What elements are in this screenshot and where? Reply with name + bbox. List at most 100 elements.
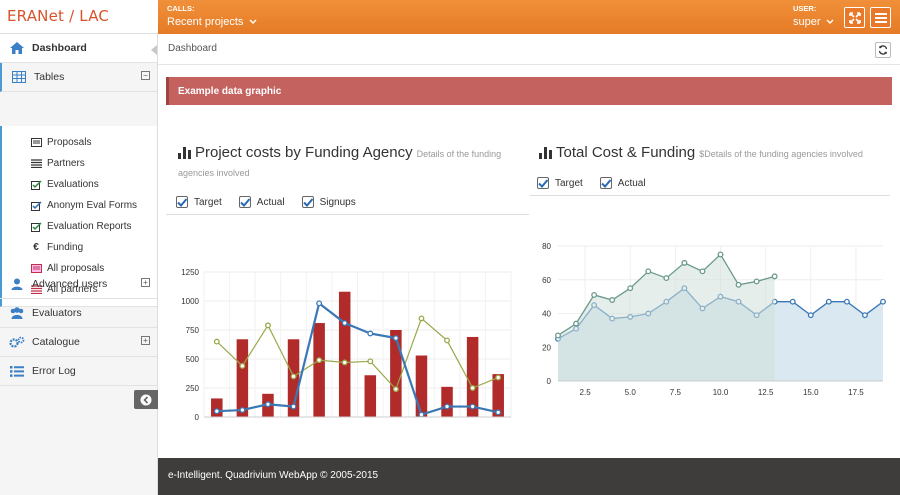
legend-toggle-signups[interactable]: Signups — [301, 196, 356, 208]
y-tick-label: 1250 — [181, 268, 199, 277]
bar-chart-icon — [539, 146, 552, 159]
legend-label: Target — [194, 196, 222, 208]
data-point — [735, 281, 742, 288]
data-point — [861, 312, 868, 319]
sidebar-subitem-partners[interactable]: Partners — [30, 153, 85, 174]
y-tick-label: 60 — [542, 276, 551, 285]
hamburger-icon — [874, 12, 887, 23]
sidebar-collapse-button[interactable] — [134, 390, 158, 409]
signups-line — [216, 317, 499, 391]
data-point — [495, 374, 502, 381]
sidebar-subitem-funding[interactable]: € Funding — [30, 237, 83, 258]
breadcrumb[interactable]: Dashboard — [168, 43, 217, 54]
gears-icon — [9, 335, 25, 349]
home-icon — [9, 41, 25, 55]
chart-total-cost-funding: 0 20 40 60 80 2.5 5.0 7.5 10.0 12.5 15.0 17.5 — [542, 242, 886, 397]
calls-dropdown[interactable]: Recent projects — [167, 16, 257, 28]
data-point — [444, 403, 450, 410]
sidebar-subitem-proposals[interactable]: Proposals — [30, 132, 91, 153]
brand-suffix: LAC — [79, 7, 110, 25]
sidebar-item-error-log[interactable]: Error Log — [0, 357, 157, 386]
check-square-icon — [30, 221, 42, 232]
panel2-legend: Target Actual — [537, 177, 663, 189]
panel1-subtitle-cont: agencies involved — [178, 168, 250, 178]
data-point — [444, 337, 450, 344]
bar — [211, 398, 223, 417]
top-bar: ERANet / LAC CALLS: Recent projects USER… — [0, 0, 900, 34]
x-tick-label: 7.5 — [670, 388, 682, 397]
sidebar-item-dashboard[interactable]: Dashboard — [0, 34, 157, 63]
x-tick-label: 12.5 — [758, 388, 774, 397]
legend-toggle-target[interactable]: Target — [537, 177, 583, 189]
expand-icon[interactable]: + — [141, 278, 150, 287]
data-point — [418, 411, 425, 418]
list-red-icon — [30, 285, 42, 295]
bar — [364, 375, 377, 417]
y-tick-label: 250 — [186, 384, 200, 393]
chart1-plot: 025050075010001250Jan 2013Jul 2013Jan 20… — [181, 268, 512, 422]
sidebar-item-label: Dashboard — [32, 42, 87, 54]
legend-toggle-target[interactable]: Target — [176, 196, 222, 208]
sidebar-subitem-all-proposals[interactable]: All proposals — [30, 258, 104, 279]
chart-project-costs: 025050075010001250Jan 2013Jul 2013Jan 20… — [181, 268, 512, 422]
sidebar-item-advanced-users[interactable]: Advanced users + — [0, 270, 157, 299]
fullscreen-button[interactable] — [844, 7, 865, 28]
user-icon — [9, 277, 25, 291]
sidebar-subitem-all-partners[interactable]: All partners — [30, 279, 98, 300]
sidebar-item-label: Tables — [34, 71, 65, 83]
user-dropdown[interactable]: super — [793, 16, 834, 28]
sidebar-subitem-anonym-eval-forms[interactable]: Anonym Eval Forms — [30, 195, 137, 216]
actual-line — [216, 301, 499, 417]
check-square-icon — [30, 179, 42, 190]
sidebar-subitem-evaluation-reports[interactable]: Evaluation Reports — [30, 216, 132, 237]
data-point — [591, 291, 598, 298]
data-point — [341, 359, 348, 366]
target-area — [558, 254, 775, 381]
expand-icon[interactable]: + — [141, 336, 150, 345]
data-point — [392, 335, 399, 342]
checkbox-checked-icon — [176, 196, 188, 208]
sidebar-subitem-label: Partners — [47, 158, 85, 169]
panel1-title-text: Project costs by Funding Agency — [195, 144, 413, 161]
legend-label: Target — [555, 177, 583, 189]
bar — [441, 386, 453, 417]
list-box-icon — [30, 138, 42, 148]
bar — [415, 355, 428, 417]
data-point — [341, 320, 348, 326]
active-indicator-icon — [151, 45, 157, 55]
brand-logo[interactable]: ERANet / LAC — [0, 0, 158, 34]
list-icon — [30, 159, 42, 169]
collapse-icon[interactable]: − — [141, 71, 150, 80]
data-point — [469, 385, 476, 391]
data-point — [213, 338, 220, 345]
data-point — [367, 358, 374, 365]
sidebar-item-catalogue[interactable]: Catalogue + — [0, 328, 157, 357]
panel1-subtitle: Details of the funding — [416, 149, 502, 159]
sidebar-subitem-label: Funding — [47, 242, 84, 253]
users-icon — [9, 306, 25, 320]
legend-toggle-actual[interactable]: Actual — [238, 196, 285, 208]
refresh-icon — [878, 45, 888, 55]
alert-banner: Example data graphic — [166, 77, 892, 105]
menu-button[interactable] — [870, 7, 891, 28]
data-point — [627, 285, 634, 292]
data-point — [699, 268, 706, 275]
sidebar-item-tables[interactable]: Tables − — [0, 63, 157, 92]
brand-name: ERANet — [7, 7, 65, 25]
breadcrumb-bar: Dashboard — [158, 34, 900, 65]
checkbox-checked-icon — [537, 177, 549, 189]
legend-label: Actual — [256, 196, 285, 208]
data-point — [681, 259, 688, 266]
sidebar-subitem-label: All proposals — [47, 263, 105, 274]
sidebar-item-evaluators[interactable]: Evaluators — [0, 299, 157, 328]
legend-toggle-actual[interactable]: Actual — [599, 177, 646, 189]
data-point — [239, 363, 246, 369]
legend-label: Signups — [319, 196, 356, 208]
refresh-button[interactable] — [875, 42, 891, 58]
checkbox-checked-icon — [238, 196, 251, 208]
footer-text: e-Intelligent. Quadrivium WebApp © 2005-… — [168, 470, 379, 481]
sidebar-subitem-label: Evaluations — [47, 179, 99, 190]
bar — [338, 291, 351, 417]
bar-chart-icon — [178, 146, 191, 159]
sidebar-subitem-evaluations[interactable]: Evaluations — [30, 174, 99, 195]
